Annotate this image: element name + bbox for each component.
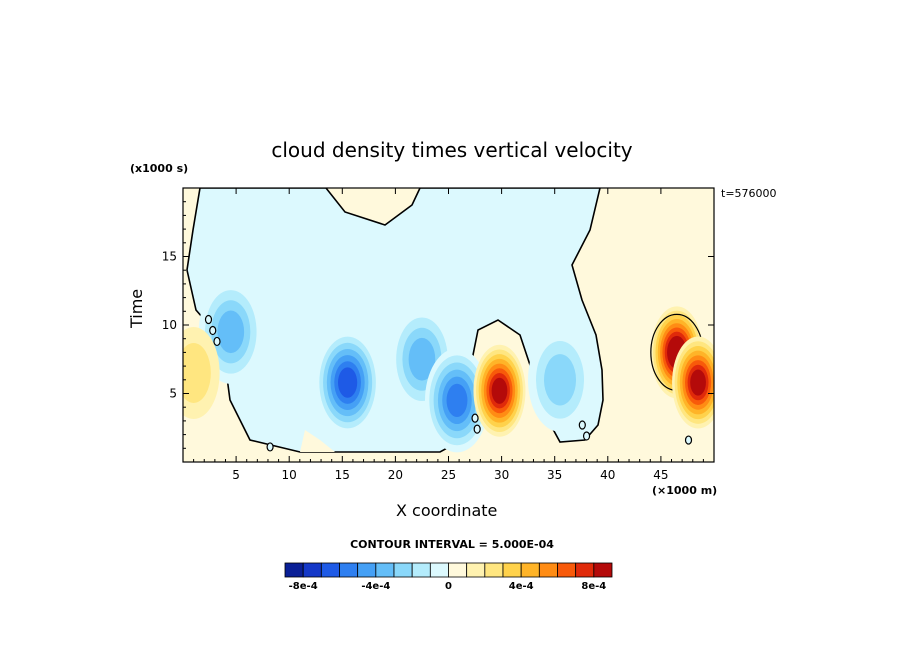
colorbar-swatch bbox=[502, 562, 522, 578]
x-tick-label: 45 bbox=[653, 468, 668, 482]
colorbar-swatch bbox=[375, 562, 395, 578]
contour-ring-8 bbox=[266, 442, 274, 452]
x-axis-unit: (×1000 m) bbox=[652, 484, 718, 497]
x-ticks: 5 10 15 20 25 30 35 40 45 bbox=[193, 188, 704, 482]
colorbar-swatch bbox=[429, 562, 449, 578]
colorbar-swatch bbox=[466, 562, 486, 578]
colorbar-swatch bbox=[484, 562, 504, 578]
x-tick-label: 30 bbox=[494, 468, 509, 482]
top-positive-lobe bbox=[200, 188, 420, 225]
y-ticks: 5 10 15 bbox=[162, 201, 714, 449]
contour-interval-label: CONTOUR INTERVAL = 5.000E-04 bbox=[350, 538, 554, 551]
contour-level-4-4 bbox=[217, 310, 245, 354]
contour-blobs bbox=[183, 279, 714, 453]
contour-level-3-6 bbox=[446, 383, 468, 417]
contour-ring-5 bbox=[473, 424, 481, 434]
colorbar-tick-label: 0 bbox=[445, 581, 452, 592]
contour-ring-1 bbox=[204, 314, 213, 325]
contour-level-2-4 bbox=[408, 337, 436, 381]
small-positive-patch bbox=[300, 430, 335, 452]
x-tick-label: 15 bbox=[335, 468, 350, 482]
colorbar-tick-label: -8e-4 bbox=[289, 581, 318, 592]
y-tick-label: 10 bbox=[162, 318, 177, 332]
contour-ring-3 bbox=[213, 336, 221, 347]
colorbar-swatch bbox=[284, 562, 304, 578]
contour-ring-9 bbox=[684, 435, 693, 445]
time-label: t=576000 bbox=[721, 187, 777, 200]
colorbar-swatch bbox=[557, 562, 577, 578]
contour-level-5-3 bbox=[544, 354, 577, 406]
contour-ring-2 bbox=[209, 325, 217, 336]
x-tick-label: 40 bbox=[600, 468, 615, 482]
contour-level-6-8 bbox=[491, 377, 508, 404]
colorbar-swatch bbox=[411, 562, 431, 578]
x-tick-label: 10 bbox=[282, 468, 297, 482]
y-tick-label: 15 bbox=[162, 250, 177, 264]
colorbar-tick-label: -4e-4 bbox=[361, 581, 390, 592]
x-tick-label: 20 bbox=[388, 468, 403, 482]
chart-title: cloud density times vertical velocity bbox=[271, 138, 633, 162]
x-tick-label: 35 bbox=[547, 468, 562, 482]
x-tick-label: 25 bbox=[441, 468, 456, 482]
contour-level-9-2 bbox=[183, 342, 211, 403]
colorbar-tick-label: 8e-4 bbox=[581, 581, 606, 592]
contour-level-1-7 bbox=[338, 367, 358, 398]
colorbar-swatch bbox=[320, 562, 340, 578]
contour-ring-7 bbox=[582, 431, 591, 441]
contour-level-8-8 bbox=[690, 369, 706, 396]
y-axis-unit: (x1000 s) bbox=[130, 162, 189, 175]
colorbar: -8e-4 -4e-4 0 4e-4 8e-4 bbox=[284, 562, 613, 592]
x-tick-label: 5 bbox=[232, 468, 240, 482]
colorbar-swatch bbox=[538, 562, 558, 578]
colorbar-swatch bbox=[448, 562, 468, 578]
contour-ring-6 bbox=[578, 420, 586, 430]
colorbar-swatch bbox=[302, 562, 322, 578]
colorbar-swatch bbox=[357, 562, 377, 578]
colorbar-swatch bbox=[393, 562, 413, 578]
contour-ring-4 bbox=[471, 413, 479, 423]
x-axis-label: X coordinate bbox=[396, 501, 498, 520]
colorbar-tick-label: 4e-4 bbox=[509, 581, 534, 592]
colorbar-swatch bbox=[593, 562, 613, 578]
contour-rings bbox=[204, 314, 693, 452]
colorbar-swatch bbox=[520, 562, 540, 578]
colorbar-swatch bbox=[575, 562, 595, 578]
y-tick-label: 5 bbox=[169, 387, 177, 401]
colorbar-swatch bbox=[339, 562, 359, 578]
